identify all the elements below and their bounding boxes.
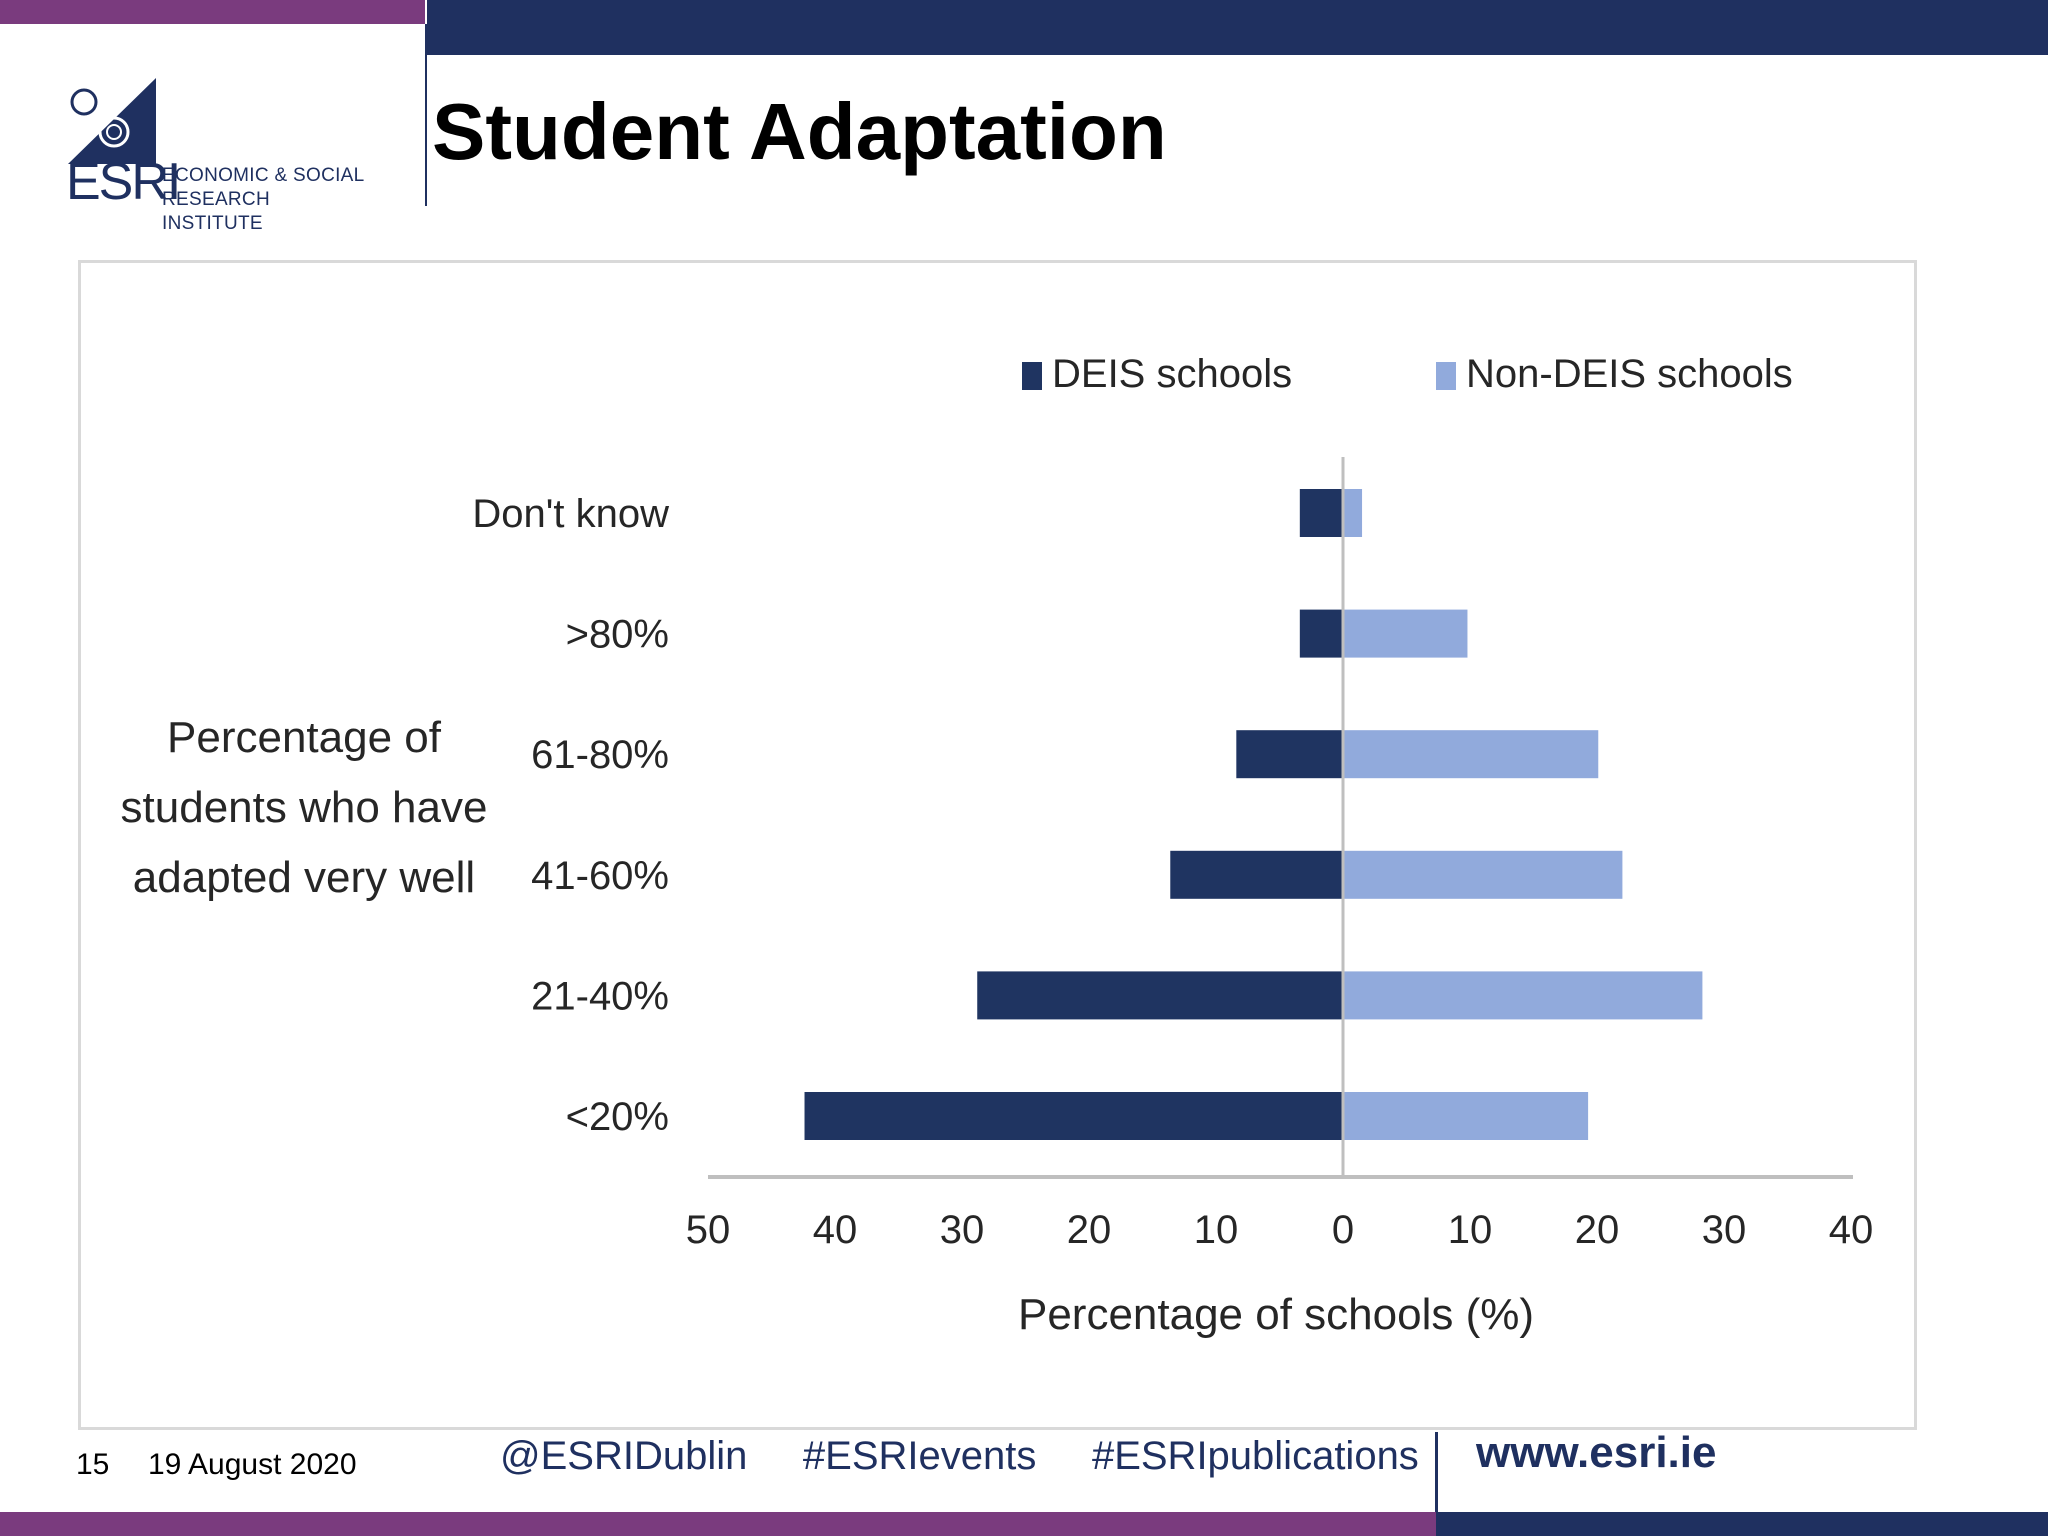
x-tick-label: 10 <box>1448 1208 1493 1252</box>
category-label: 21-40% <box>531 974 669 1018</box>
top-accent-bar-navy <box>427 0 2048 55</box>
esri-logo: ESRI ECONOMIC & SOCIAL RESEARCH INSTITUT… <box>66 76 376 234</box>
legend-label-2: Non-DEIS schools <box>1466 352 1793 396</box>
x-axis-title: Percentage of schools (%) <box>1018 1290 1534 1339</box>
bar-non-deis <box>1343 971 1703 1020</box>
esri-logo-mark-icon <box>68 78 156 164</box>
top-accent-bar-purple <box>0 0 425 24</box>
slide-title: Student Adaptation <box>432 87 1167 176</box>
y-axis-title-line: students who have <box>121 783 488 832</box>
logo-subtitle-line2: RESEARCH INSTITUTE <box>162 189 270 234</box>
x-tick-label: 20 <box>1067 1208 1112 1252</box>
category-label: 61-80% <box>531 733 669 777</box>
bar-deis <box>1299 609 1343 658</box>
category-label: >80% <box>566 613 669 657</box>
x-tick-label: 10 <box>1194 1208 1239 1252</box>
x-tick-label: 0 <box>1332 1208 1354 1252</box>
bar-non-deis <box>1343 489 1363 537</box>
bar-deis <box>1299 489 1343 537</box>
logo-wordmark: ESRI <box>66 153 181 211</box>
x-tick-label: 40 <box>1829 1208 1874 1252</box>
footer-hashtags: @ESRIDublin #ESRIevents #ESRIpublication… <box>500 1434 1419 1478</box>
bar-deis <box>977 971 1343 1020</box>
x-tick-label: 20 <box>1575 1208 1620 1252</box>
footer-date: 19 August 2020 <box>148 1448 357 1481</box>
legend-label-1: DEIS schools <box>1052 352 1292 396</box>
bar-non-deis <box>1343 730 1599 779</box>
bar-non-deis <box>1343 609 1468 658</box>
logo-subtitle: ECONOMIC & SOCIAL RESEARCH INSTITUTE <box>162 164 376 236</box>
category-label: Don't know <box>472 492 669 536</box>
website-link[interactable]: www.esri.ie <box>1476 1428 1717 1477</box>
y-axis-title-line: Percentage of <box>167 713 442 762</box>
page-number: 15 <box>76 1448 110 1481</box>
bottom-accent-bar-purple <box>0 1512 1436 1536</box>
bar-deis <box>1170 850 1343 899</box>
legend-swatch-2 <box>1436 362 1456 390</box>
y-axis-title-line: adapted very well <box>133 853 475 902</box>
x-tick-label: 30 <box>940 1208 985 1252</box>
diverging-bar-chart: DEIS schools Non-DEIS schools Don't know >8… <box>121 352 1874 1339</box>
x-tick-label: 40 <box>813 1208 858 1252</box>
category-label: <20% <box>566 1095 669 1139</box>
legend-swatch-1 <box>1022 362 1042 390</box>
header-divider <box>425 24 427 206</box>
bar-non-deis <box>1343 1092 1589 1140</box>
logo-subtitle-line1: ECONOMIC & SOCIAL <box>162 165 365 186</box>
category-label: 41-60% <box>531 854 669 898</box>
footer-divider <box>1435 1432 1438 1512</box>
bar-non-deis <box>1343 850 1623 899</box>
x-tick-label: 50 <box>686 1208 731 1252</box>
x-tick-label: 30 <box>1702 1208 1747 1252</box>
bottom-accent-bar-navy <box>1436 1512 2048 1536</box>
bar-deis <box>804 1092 1343 1140</box>
chart-frame: DEIS schools Non-DEIS schools Don't know >8… <box>78 260 1917 1430</box>
bar-deis <box>1236 730 1343 779</box>
